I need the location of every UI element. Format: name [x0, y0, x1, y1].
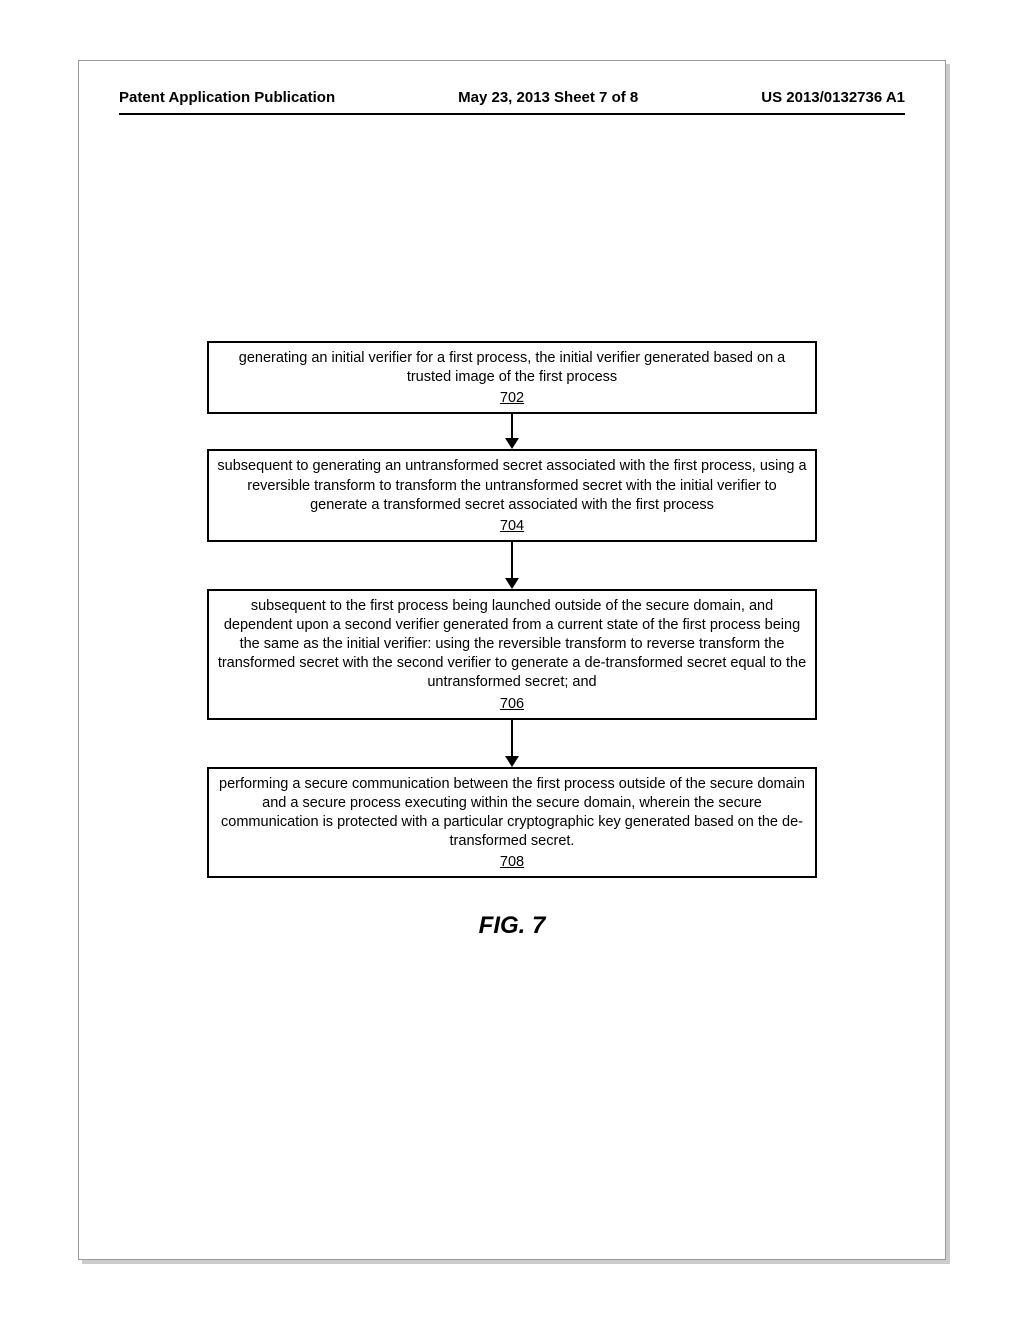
- page-frame: Patent Application Publication May 23, 2…: [78, 60, 946, 1260]
- arrow-line: [511, 414, 513, 438]
- arrow-head-icon: [505, 438, 519, 449]
- flow-step-text: generating an initial verifier for a fir…: [239, 350, 785, 385]
- flow-step-ref: 704: [217, 517, 807, 536]
- flow-arrow: [505, 720, 519, 767]
- header-rule: [119, 113, 905, 115]
- flow-arrow: [505, 414, 519, 449]
- flow-step: subsequent to the first process being la…: [207, 589, 817, 720]
- flow-step-ref: 702: [217, 389, 807, 408]
- flow-step: performing a secure communication betwee…: [207, 767, 817, 879]
- arrow-line: [511, 720, 513, 756]
- flow-step-text: subsequent to the first process being la…: [218, 598, 806, 691]
- header-right: US 2013/0132736 A1: [761, 89, 905, 106]
- flow-step: subsequent to generating an untransforme…: [207, 449, 817, 542]
- arrow-head-icon: [505, 578, 519, 589]
- flow-step-ref: 706: [217, 695, 807, 714]
- arrow-line: [511, 542, 513, 578]
- header-center: May 23, 2013 Sheet 7 of 8: [458, 89, 638, 106]
- flow-step-text: performing a secure communication betwee…: [219, 776, 805, 849]
- flow-step-ref: 708: [217, 853, 807, 872]
- flow-step: generating an initial verifier for a fir…: [207, 341, 817, 414]
- arrow-head-icon: [505, 756, 519, 767]
- flow-arrow: [505, 542, 519, 589]
- flow-step-text: subsequent to generating an untransforme…: [217, 458, 806, 512]
- flowchart: generating an initial verifier for a fir…: [207, 341, 817, 940]
- page-header: Patent Application Publication May 23, 2…: [119, 89, 905, 106]
- figure-label: FIG. 7: [479, 912, 546, 940]
- header-left: Patent Application Publication: [119, 89, 335, 106]
